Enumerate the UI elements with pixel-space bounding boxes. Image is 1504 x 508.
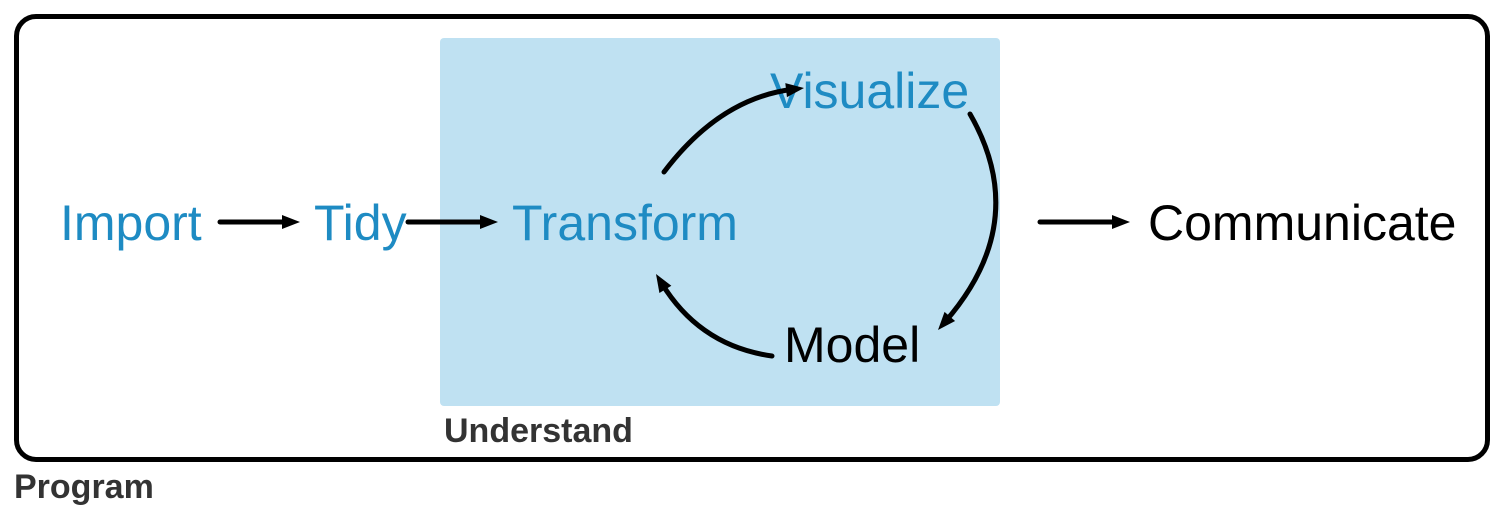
arrows-layer [0, 0, 1504, 508]
edge-transform-to-visualize [664, 89, 793, 172]
edge-model-to-transform [662, 283, 772, 356]
edge-visualize-to-model [945, 114, 996, 322]
diagram-canvas: Import Tidy Transform Visualize Model Co… [0, 0, 1504, 508]
